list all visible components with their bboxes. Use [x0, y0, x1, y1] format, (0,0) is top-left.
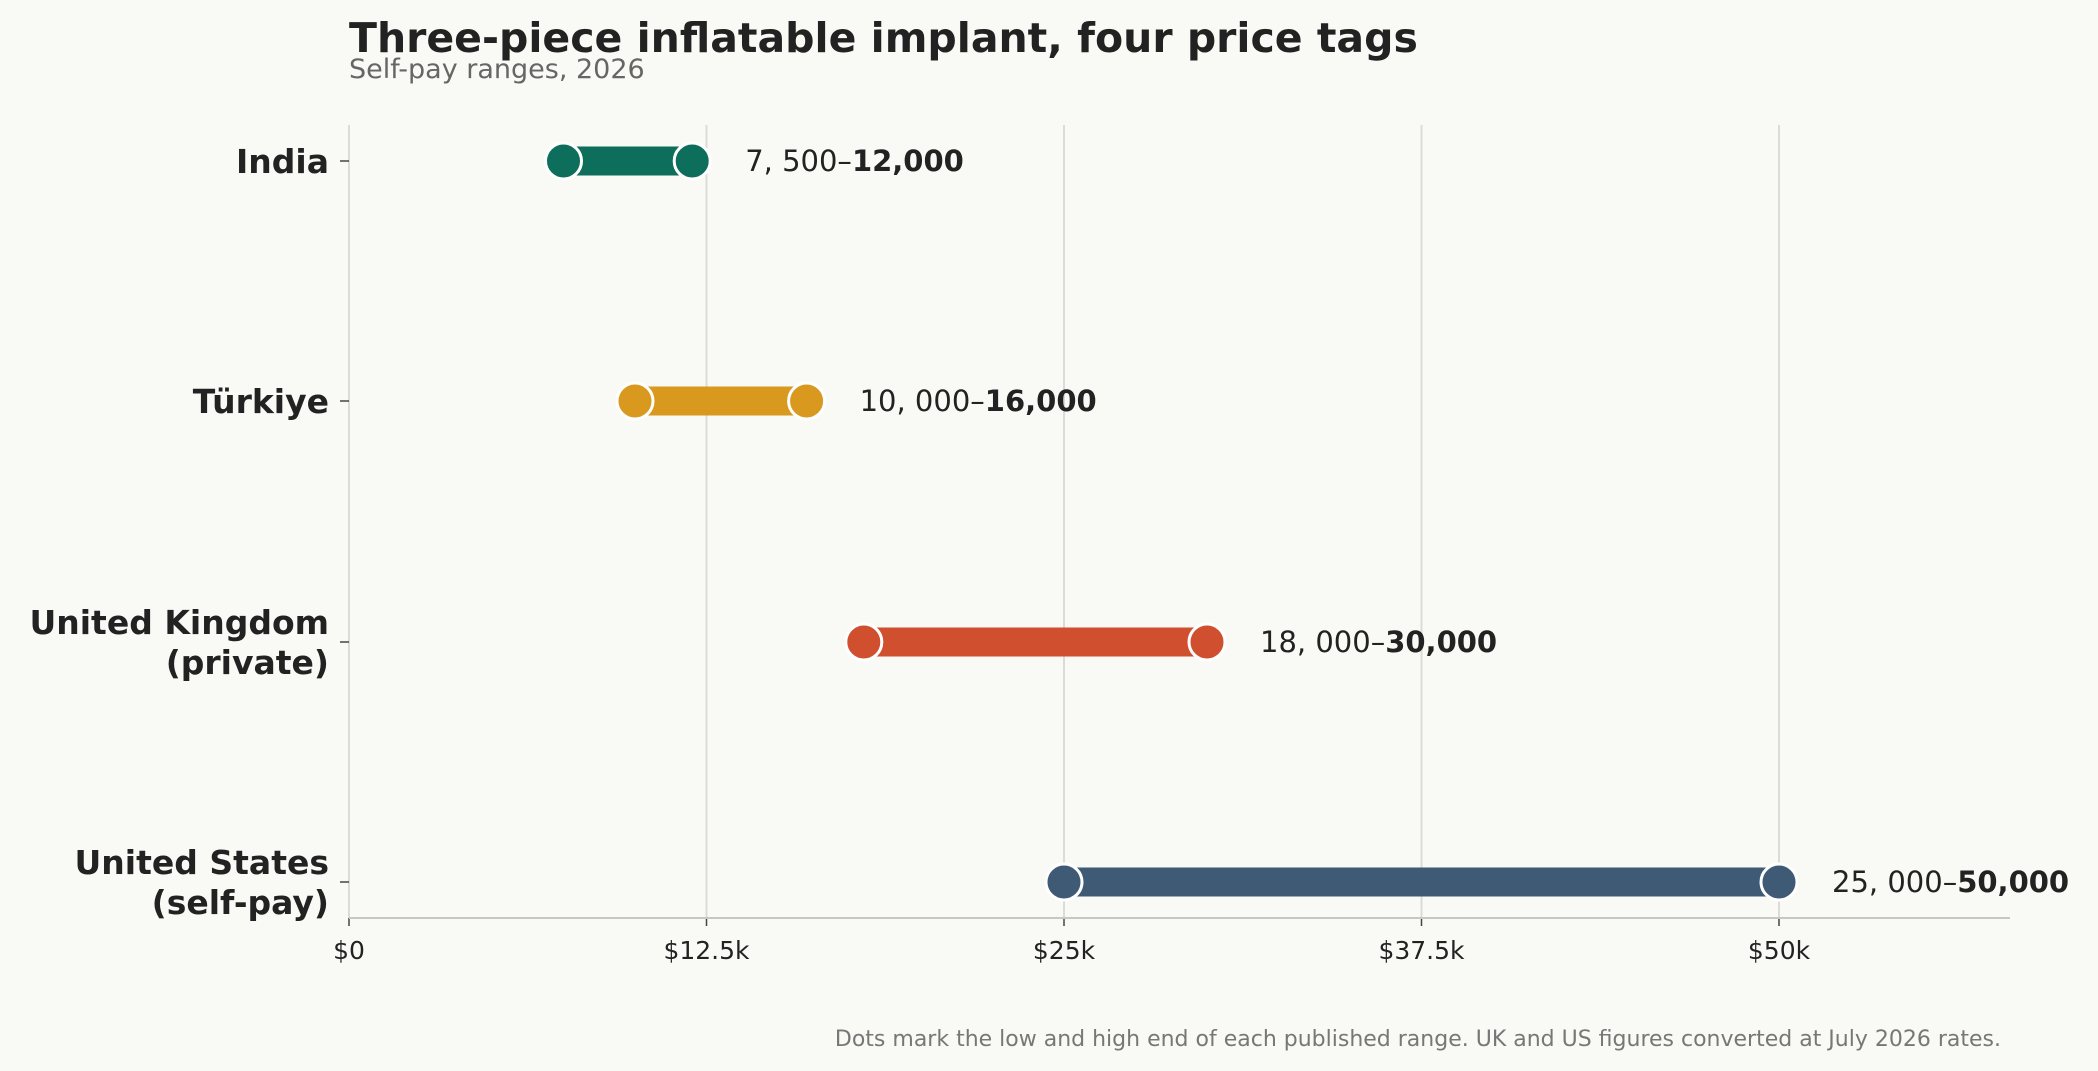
- value-label-low: 10, 000–: [860, 384, 985, 418]
- value-label: 7, 500–12,000: [745, 144, 964, 178]
- x-tick-label: $25k: [1033, 936, 1096, 965]
- value-label: 25, 000–50,000: [1832, 865, 2069, 899]
- grid-layer: [705, 125, 1780, 918]
- high-dot: [787, 381, 827, 421]
- high-dot: [1759, 862, 1799, 902]
- low-dot: [615, 381, 655, 421]
- x-tick-label: $50k: [1748, 936, 1811, 965]
- value-label-low: 7, 500–: [745, 144, 852, 178]
- value-label-low: 18, 000–: [1260, 625, 1385, 659]
- category-label: United States: [75, 843, 329, 882]
- value-label-high: 30,000: [1385, 625, 1497, 659]
- x-tick-label: $12.5k: [663, 936, 750, 965]
- chart-title: Three-piece inflatable implant, four pri…: [349, 14, 1418, 62]
- chart-footnote: Dots mark the low and high end of each p…: [835, 1027, 2001, 1052]
- high-dot: [1187, 622, 1227, 662]
- category-label: United Kingdom: [29, 603, 329, 642]
- marks-layer: 7, 500–12,000 10, 000–16,000 18, 000–30,00…: [544, 141, 2069, 902]
- axis-layer: $0 $12.5k $25k $37.5k $50k India Türkiye United…: [29, 125, 2010, 965]
- low-dot: [1044, 862, 1084, 902]
- value-label: 10, 000–16,000: [860, 384, 1097, 418]
- chart-subtitle: Self-pay ranges, 2026: [349, 54, 645, 85]
- category-label: (private): [166, 643, 329, 682]
- low-dot: [544, 141, 583, 181]
- x-tick-label: $37.5k: [1378, 936, 1465, 965]
- value-label-low: 25, 000–: [1832, 865, 1957, 899]
- value-label-high: 12,000: [852, 144, 964, 178]
- value-label: 18, 000–30,000: [1260, 625, 1497, 659]
- category-label: India: [236, 142, 329, 181]
- value-label-high: 50,000: [1957, 865, 2069, 899]
- high-dot: [672, 141, 712, 181]
- category-label: Türkiye: [193, 382, 329, 421]
- category-label: (self-pay): [152, 883, 329, 922]
- low-dot: [844, 622, 884, 662]
- x-tick-label: $0: [333, 936, 365, 965]
- value-label-high: 16,000: [985, 384, 1097, 418]
